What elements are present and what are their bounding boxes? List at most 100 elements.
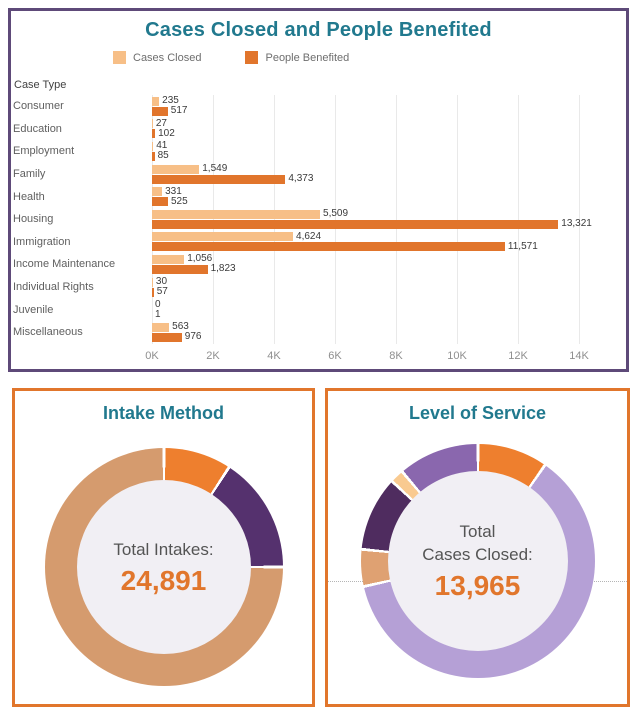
people-benefited-bar[interactable] <box>152 242 505 252</box>
bar-row: Juvenile 0 1 <box>11 298 626 321</box>
bar-pair: 4,624 11,571 <box>152 231 538 252</box>
cases-closed-bar[interactable] <box>152 254 185 264</box>
bar-pair: 30 57 <box>152 277 168 298</box>
gridline <box>152 95 153 344</box>
bar-value-label: 4,373 <box>288 173 314 185</box>
level-of-service-donut-wrap: Total Cases Closed: 13,965 <box>328 444 627 678</box>
legend-item-cases-closed[interactable]: Cases Closed <box>113 51 201 64</box>
cases-closed-bar[interactable] <box>152 119 153 129</box>
bar-value-label: 517 <box>170 105 188 117</box>
bar-value-label: 0 <box>155 298 161 310</box>
bar-pair: 235 517 <box>152 95 188 117</box>
legend-label-cases-closed: Cases Closed <box>133 51 202 64</box>
bar-pair: 41 85 <box>152 140 169 161</box>
bar-line: 331 <box>152 185 188 197</box>
category-label: Family <box>13 168 46 181</box>
bar-line: 1 <box>152 308 161 320</box>
level-of-service-donut[interactable]: Total Cases Closed: 13,965 <box>360 444 595 678</box>
bar-value-label: 525 <box>171 195 188 207</box>
intake-method-donut-wrap: Total Intakes: 24,891 <box>15 448 312 686</box>
bar-line: 57 <box>152 286 168 298</box>
cases-closed-bar[interactable] <box>152 96 160 106</box>
bar-value-label: 41 <box>156 140 168 152</box>
total-intakes-value: 24,891 <box>120 564 207 596</box>
bar-value-label: 13,321 <box>561 218 592 230</box>
cases-closed-bar[interactable] <box>152 209 321 219</box>
people-benefited-bar[interactable] <box>152 332 182 342</box>
people-benefited-bar[interactable] <box>152 129 156 139</box>
legend-label-people-benefited: People Benefited <box>265 51 350 64</box>
x-axis-tick: 0K <box>145 349 159 362</box>
bar-value-label: 1,549 <box>202 163 228 175</box>
bar-row: Health 331 525 <box>11 185 626 208</box>
cases-closed-bar[interactable] <box>152 232 294 242</box>
gridline <box>274 95 275 344</box>
gridline <box>335 95 336 344</box>
level-of-service-title: Level of Service <box>408 403 547 423</box>
category-label: Employment <box>13 145 75 158</box>
people-benefited-bar[interactable] <box>152 106 168 116</box>
bar-line: 30 <box>152 277 168 287</box>
bar-line: 85 <box>152 151 169 161</box>
cases-closed-bar[interactable] <box>152 187 163 197</box>
intake-method-title: Intake Method <box>102 403 224 423</box>
bar-line: 13,321 <box>152 218 592 230</box>
cases-closed-bar[interactable] <box>152 141 154 151</box>
bar-row: Income Maintenance 1,056 1,823 <box>11 253 626 276</box>
category-label: Miscellaneous <box>13 326 83 339</box>
bar-line: 41 <box>152 140 169 152</box>
bar-pair: 1,056 1,823 <box>152 254 236 274</box>
bar-value-label: 102 <box>158 127 175 139</box>
gridline <box>396 95 397 344</box>
bar-row: Housing 5,509 13,321 <box>11 208 626 231</box>
x-axis-tick: 4K <box>267 349 281 362</box>
gridline <box>213 95 214 344</box>
bar-row: Immigration 4,624 11,571 <box>11 231 626 254</box>
intake-method-donut[interactable]: Total Intakes: 24,891 <box>44 448 283 686</box>
x-axis-tick: 12K <box>508 349 528 362</box>
bar-chart-title: Cases Closed and People Benefited <box>145 19 492 41</box>
category-label: Health <box>13 190 45 203</box>
bar-chart-legend: Cases Closed People Benefited <box>113 51 626 64</box>
bar-value-label: 1 <box>155 308 161 320</box>
intake-method-hole: Total Intakes: 24,891 <box>76 480 251 654</box>
people-benefited-bar[interactable] <box>152 174 286 184</box>
category-label: Education <box>13 122 62 135</box>
people-benefited-bar[interactable] <box>152 287 154 297</box>
bar-value-label: 27 <box>155 117 167 129</box>
bar-line: 525 <box>152 195 188 207</box>
bar-value-label: 57 <box>156 286 168 298</box>
bar-pair: 1,549 4,373 <box>152 163 314 185</box>
bar-row: Education 27 102 <box>11 118 626 141</box>
bar-line: 0 <box>152 298 161 310</box>
people-benefited-bar[interactable] <box>152 219 559 229</box>
legend-item-people-benefited[interactable]: People Benefited <box>245 51 349 64</box>
cases-closed-bar[interactable] <box>152 277 153 287</box>
people-benefited-bar[interactable] <box>152 197 168 207</box>
cases-closed-swatch <box>113 51 126 64</box>
bar-row: Employment 41 85 <box>11 140 626 163</box>
people-benefited-bar[interactable] <box>152 151 155 161</box>
category-label: Immigration <box>13 235 71 248</box>
total-cases-closed-label-line2: Cases Closed: <box>422 545 533 564</box>
bar-value-label: 235 <box>162 95 179 107</box>
x-axis-tick: 2K <box>206 349 220 362</box>
gridline <box>579 95 580 344</box>
bar-line: 1,549 <box>152 163 313 175</box>
category-label: Income Maintenance <box>13 258 116 271</box>
bar-line: 976 <box>152 331 202 343</box>
cases-closed-bar[interactable] <box>152 322 170 332</box>
bar-value-label: 331 <box>165 185 182 197</box>
bar-value-label: 976 <box>184 331 202 343</box>
bar-chart-body: Consumer 235 517 Education 27 102 Employment 41… <box>11 95 626 368</box>
total-intakes-label: Total Intakes: <box>113 539 214 559</box>
intake-method-panel: Intake Method Total Intakes: 24,891 <box>12 388 315 707</box>
x-axis-tick: 14K <box>569 349 589 362</box>
people-benefited-bar[interactable] <box>152 264 208 274</box>
bar-chart-panel: Cases Closed and People Benefited Cases … <box>8 8 629 372</box>
x-axis-tick: 10K <box>447 349 467 362</box>
gridlines <box>152 95 592 344</box>
cases-closed-bar[interactable] <box>152 164 200 174</box>
bar-row: Miscellaneous 563 976 <box>11 321 626 344</box>
